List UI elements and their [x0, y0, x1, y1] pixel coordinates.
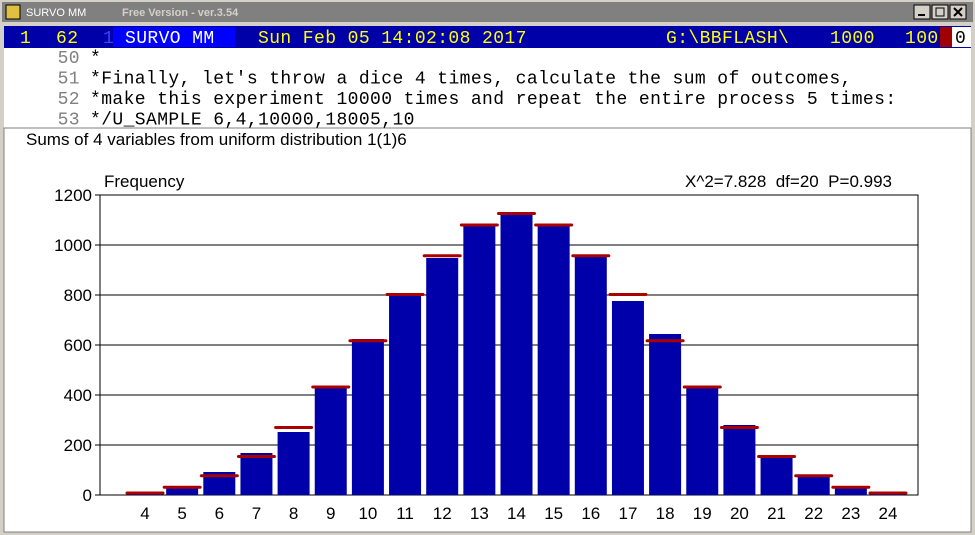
- line-number: 50: [58, 49, 80, 69]
- bar: [723, 425, 756, 495]
- line-number: 52: [58, 90, 80, 110]
- bar: [537, 226, 570, 495]
- line-text: */U_SAMPLE 6,4,10000,18005,10: [90, 111, 415, 131]
- bar: [426, 258, 459, 495]
- x-tick-label: 8: [289, 504, 298, 523]
- line-text: *Finally, let's throw a dice 4 times, ca…: [90, 70, 852, 90]
- bar: [760, 456, 793, 495]
- editor: [4, 48, 971, 128]
- y-tick-label: 1000: [54, 236, 92, 255]
- y-tick-label: 200: [64, 436, 92, 455]
- x-tick-label: 10: [358, 504, 377, 523]
- x-tick-label: 15: [544, 504, 563, 523]
- x-tick-label: 14: [507, 504, 526, 523]
- app-icon: [5, 4, 21, 20]
- y-tick-label: 800: [64, 286, 92, 305]
- x-tick-label: 22: [804, 504, 823, 523]
- bar: [834, 486, 867, 495]
- x-tick-label: 11: [396, 504, 414, 523]
- y-tick-label: 0: [83, 486, 92, 505]
- line-text: *make this experiment 10000 times and re…: [90, 90, 897, 110]
- bar: [314, 387, 347, 495]
- status-field: 1: [103, 29, 114, 49]
- x-tick-label: 4: [140, 504, 149, 523]
- status-field: G:\BBFLASH\: [666, 29, 789, 49]
- x-tick-label: 18: [656, 504, 675, 523]
- x-tick-label: 21: [767, 504, 786, 523]
- editor-lines: 50 * 51 *Finally, let's throw a dice 4 time…: [58, 49, 897, 131]
- x-tick-label: 5: [177, 504, 186, 523]
- window-title: SURVO MM: [26, 7, 86, 19]
- bar: [686, 386, 719, 495]
- maximize-button[interactable]: [931, 4, 949, 20]
- bar: [574, 257, 607, 495]
- x-tick-label: 12: [433, 504, 452, 523]
- bar: [203, 472, 236, 495]
- y-tick-label: 400: [64, 386, 92, 405]
- bar: [611, 301, 644, 495]
- x-tick-label: 9: [326, 504, 335, 523]
- line-number: 53: [58, 111, 80, 131]
- chart-title: Sums of 4 variables from uniform distrib…: [26, 130, 407, 149]
- bar: [500, 213, 533, 495]
- line-text: *: [90, 49, 101, 69]
- bar: [797, 476, 830, 495]
- status-highlight: [113, 27, 235, 47]
- chart: Sums of 4 variables from uniform distrib…: [26, 130, 919, 523]
- window-subtitle: Free Version - ver.3.54: [122, 7, 239, 19]
- bar: [463, 226, 496, 495]
- bar: [351, 339, 384, 495]
- x-tick-label: 19: [693, 504, 712, 523]
- title-bar: [2, 2, 973, 22]
- status-field: 0: [955, 29, 966, 49]
- bar: [240, 453, 273, 495]
- status-fields: 1 62 1 SURVO MM Sun Feb 05 14:02:08 2017 G:\B…: [20, 29, 966, 49]
- status-marker: [940, 27, 952, 47]
- status-field: 1: [20, 29, 31, 49]
- status-end: [952, 27, 971, 47]
- line-number: 51: [58, 70, 80, 90]
- y-tick-label: 600: [64, 336, 92, 355]
- annotation: X^2=7.828 df=20 P=0.993: [685, 172, 892, 191]
- x-tick-label: 6: [215, 504, 224, 523]
- bar: [166, 486, 199, 495]
- bar: [277, 432, 310, 495]
- status-field: Sun Feb 05 14:02:08 2017: [258, 29, 527, 49]
- status-bar: [4, 26, 971, 48]
- status-field: 62: [56, 29, 78, 49]
- x-tick-label: 16: [581, 504, 600, 523]
- status-field: 1000: [830, 29, 875, 49]
- x-tick-label: 17: [618, 504, 637, 523]
- x-tick-label: 20: [730, 504, 749, 523]
- bar: [649, 334, 682, 495]
- window-buttons[interactable]: [913, 4, 967, 20]
- x-tick-label: 23: [841, 504, 860, 523]
- y-axis-label: Frequency: [104, 172, 185, 191]
- x-tick-label: 24: [879, 504, 898, 523]
- x-tick-label: 13: [470, 504, 489, 523]
- status-field: SURVO MM: [125, 29, 215, 49]
- bar: [389, 295, 422, 495]
- minimize-button[interactable]: [913, 4, 931, 20]
- status-field: 100: [905, 29, 939, 49]
- x-tick-label: 7: [252, 504, 261, 523]
- y-tick-label: 1200: [54, 186, 92, 205]
